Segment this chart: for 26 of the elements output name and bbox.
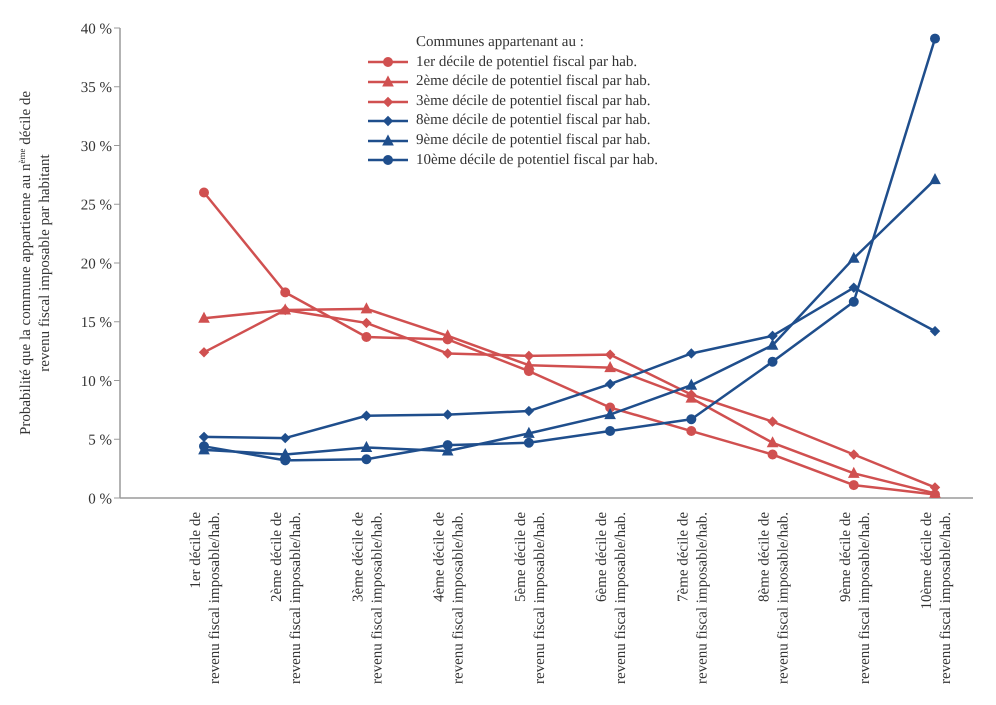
x-tick-label: 10ème décile de revenu fiscal imposable/hab. xyxy=(919,512,954,684)
legend-label: 2ème décile de potentiel fiscal par hab. xyxy=(416,72,650,92)
y-tick-label: 0 % xyxy=(88,491,112,508)
y-tick-label: 15 % xyxy=(80,315,112,332)
legend-title: Communes appartenant au : xyxy=(415,33,585,52)
x-tick-label: 3ème décile de revenu fiscal imposable/hab. xyxy=(350,512,386,684)
x-tick-label: 2ème décile de revenu fiscal imposable/hab. xyxy=(269,512,304,684)
y-tick-label: 10 % xyxy=(80,374,112,390)
y-tick-label: 20 % xyxy=(80,256,112,272)
legend-label: 8ème décile de potentiel fiscal par hab. xyxy=(416,111,650,130)
y-tick-label: 30 % xyxy=(80,138,112,155)
x-tick-label: 4ème décile de revenu fiscal imposable/hab. xyxy=(432,512,467,684)
x-tick-label: 1er décile de revenu fiscal imposable/hab. xyxy=(188,512,223,684)
legend-label: 10ème décile de potentiel fiscal par hab. xyxy=(416,150,658,170)
legend-label: 1er décile de potentiel fiscal par hab. xyxy=(416,52,638,72)
legend-label: 3ème décile de potentiel fiscal par hab. xyxy=(416,92,650,111)
x-tick-label: 5ème décile de revenu fiscal imposable/hab. xyxy=(512,512,548,684)
y-tick-label: 40 % xyxy=(80,21,112,38)
legend-label: 9ème décile de potentiel fiscal par hab. xyxy=(416,130,650,150)
x-tick-label: 7ème décile de revenu fiscal imposable/hab. xyxy=(675,512,710,684)
x-tick-label: 9ème décile de revenu fiscal imposable/hab. xyxy=(838,512,873,684)
x-tick-label: 6ème décile de revenu fiscal imposable/hab. xyxy=(594,512,630,684)
y-tick-label: 35 % xyxy=(80,80,112,96)
y-tick-label: 5 % xyxy=(88,432,112,449)
y-tick-label: 25 % xyxy=(80,198,112,214)
x-tick-label: 8ème décile de revenu fiscal imposable/hab. xyxy=(756,512,792,684)
